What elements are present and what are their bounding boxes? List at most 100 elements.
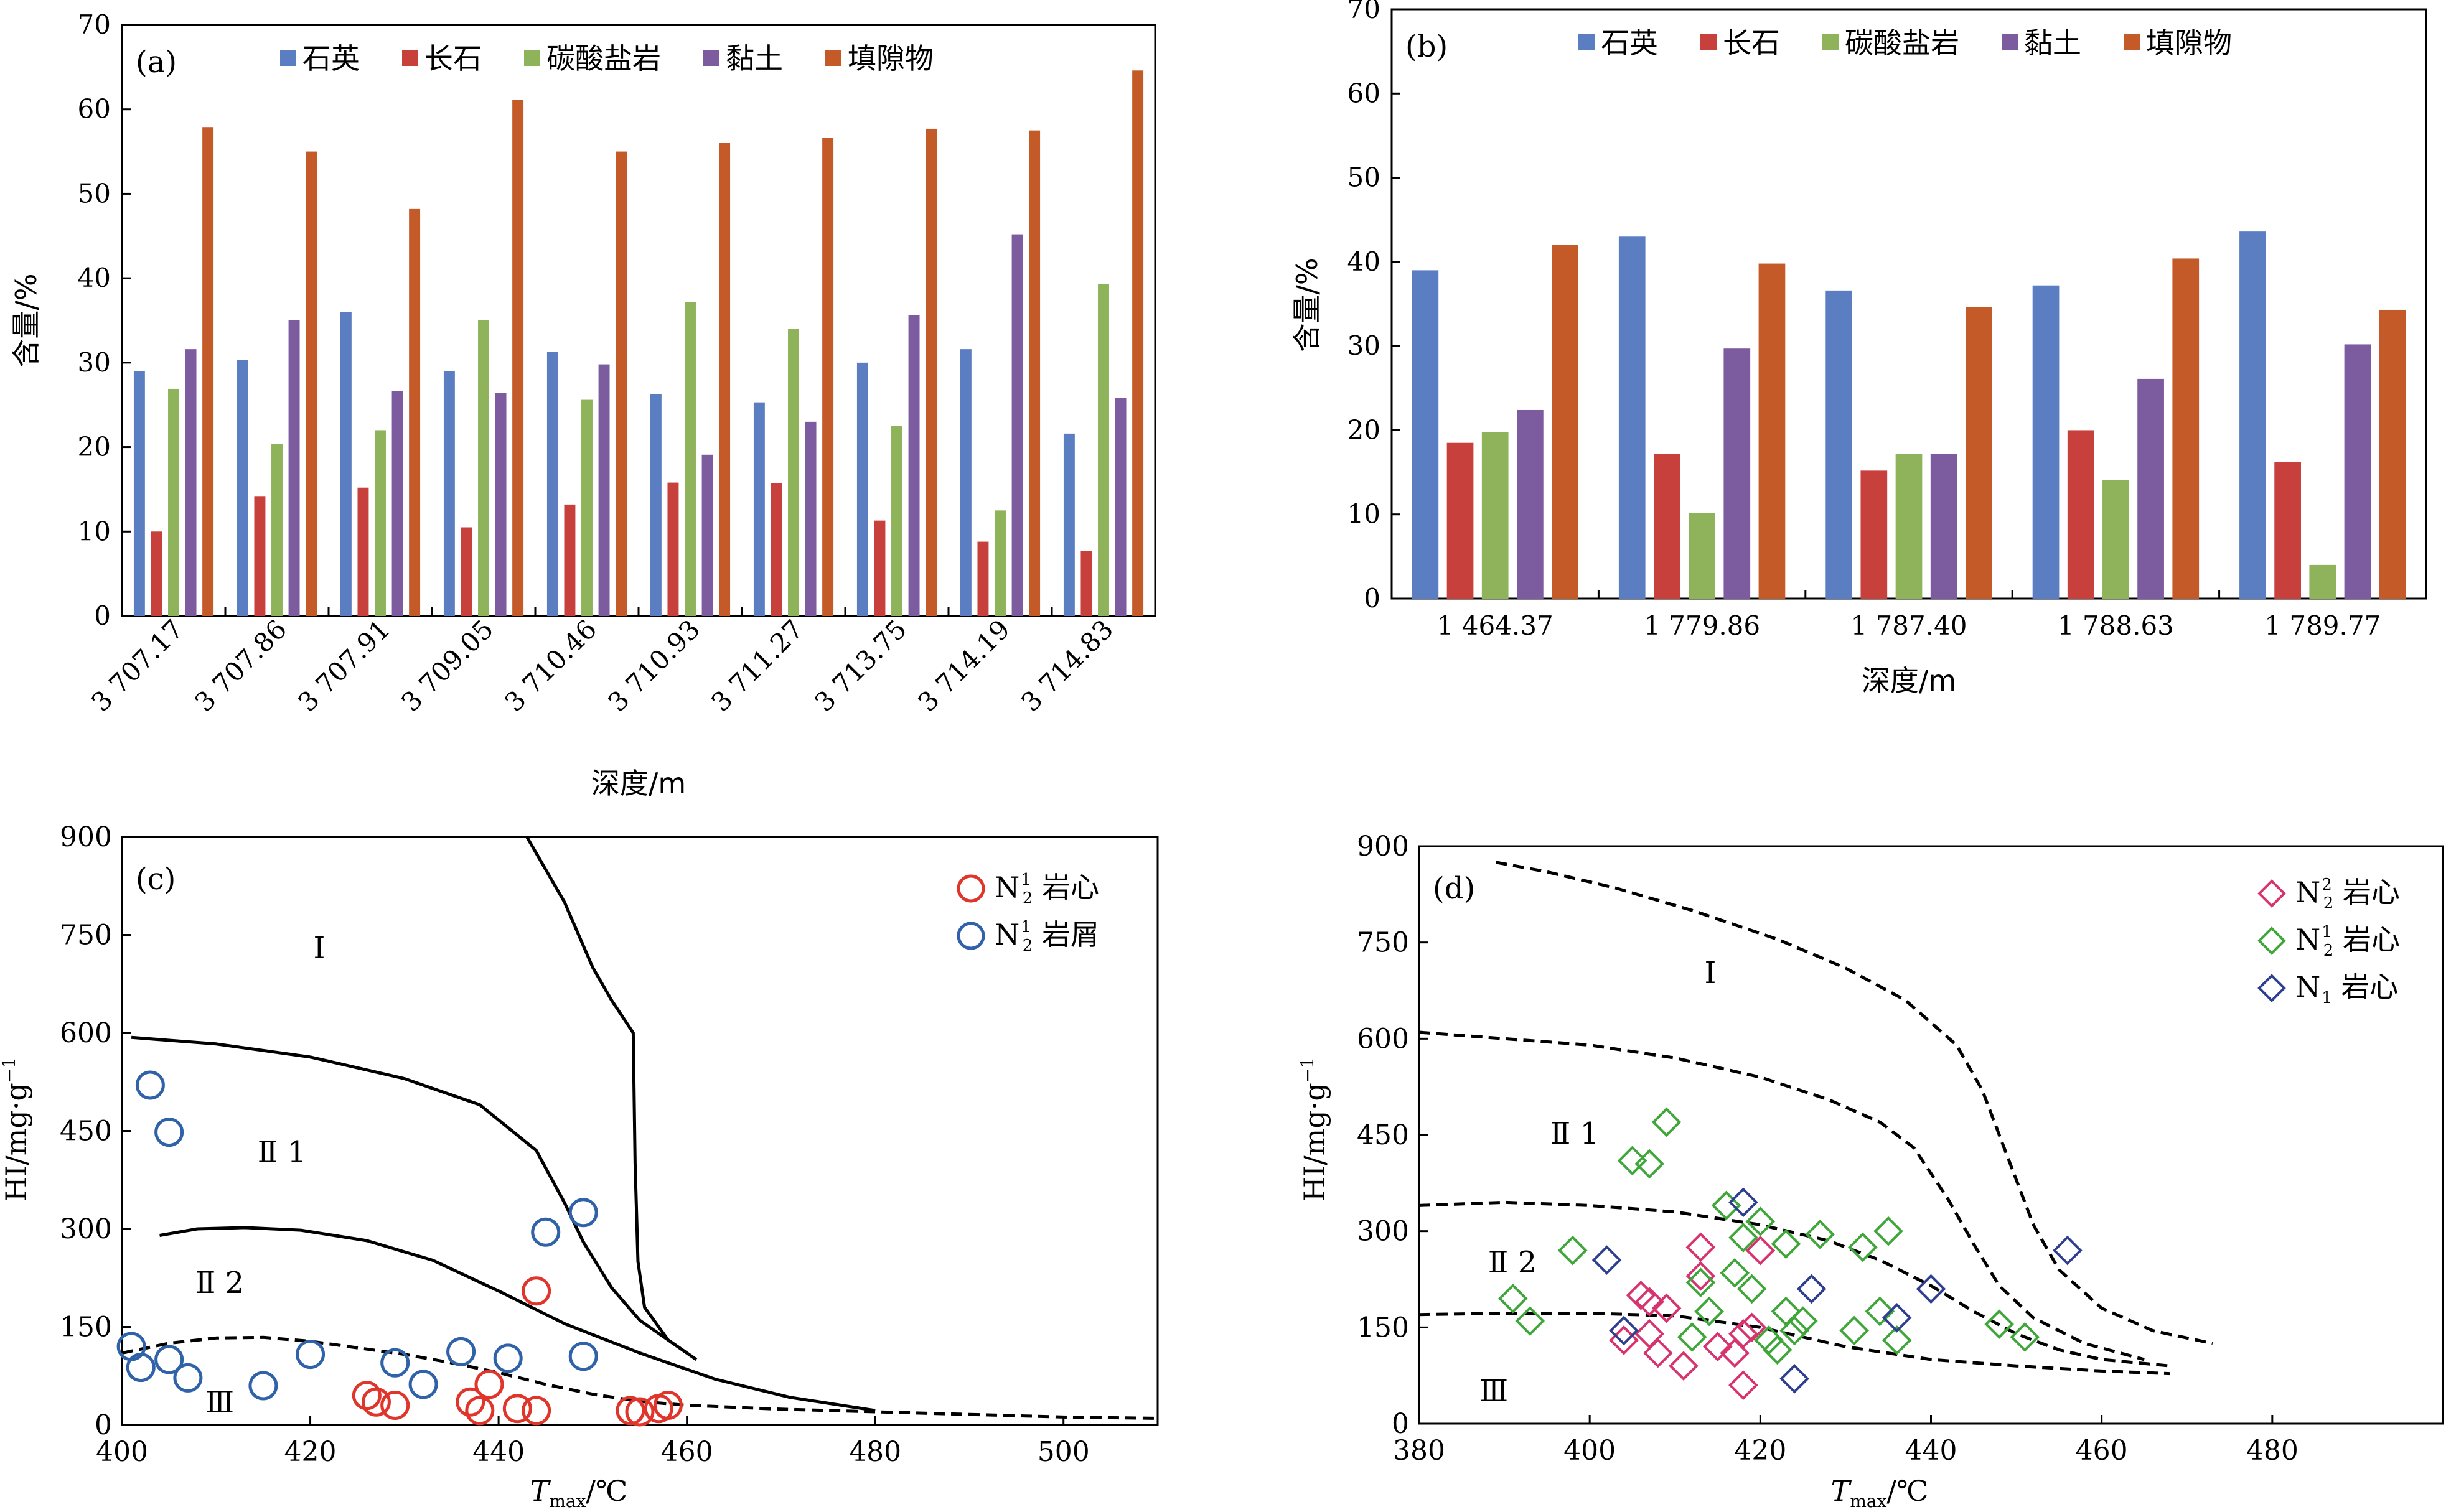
zone-boundary [1419,1312,2170,1376]
x-tick-label: 3 713.75 [808,614,912,717]
bar [598,364,610,616]
y-axis-label: HI/mg·g−1 [1297,1057,1331,1202]
data-point [361,1387,391,1417]
y-tick-label: 600 [60,1017,112,1049]
panel-b: 0 10 20 30 40 50 60 70 1 464.37 1 779.86 1 787.40 1… [1290,0,2427,698]
x-tick-label: 440 [1905,1435,1957,1467]
zone-label: Ⅱ 2 [195,1266,244,1300]
legend-swatch [703,50,719,66]
legend-marker [957,874,985,903]
bar [1654,454,1680,599]
bar [237,360,248,616]
legend-label-sub: 2 [1023,889,1033,908]
bar [340,312,352,616]
data-point [380,1391,410,1420]
data-point [1745,1235,1776,1266]
zone-label: Ⅱ 2 [1488,1245,1537,1280]
bar [719,143,731,616]
x-tick-label: 3 707.86 [189,614,293,717]
zone-label: Ⅱ 1 [1550,1116,1599,1151]
data-point [1634,1318,1664,1349]
data-point [1736,1274,1767,1304]
data-point [1745,1206,1776,1237]
data-point [296,1340,326,1370]
bar [168,388,179,616]
y-tick-label: 40 [78,263,111,293]
legend-label-sub: 2 [2323,894,2334,913]
y-tick-label: 40 [1347,246,1380,277]
zone-boundary [159,1226,876,1412]
data-point [625,1397,655,1427]
bar [546,352,558,616]
data-point [1796,1274,1827,1304]
bar [391,391,403,616]
y-tick-label: 900 [1357,831,1409,862]
y-tick-label: 150 [60,1312,112,1343]
data-point [135,1070,165,1100]
zone-label: Ⅲ [1479,1374,1508,1409]
x-tick-label: 3 710.46 [499,614,602,717]
data-point [502,1394,532,1424]
zone-label: Ⅱ 1 [258,1135,306,1170]
legend-label: 碳酸盐岩 [1845,26,1959,60]
x-tick-label: 3 710.93 [602,614,706,717]
legend-marker [2257,974,2286,1002]
panel-c: 0 150 300 450 600 750 900 400 420 440 460 480 500 Ⅰ Ⅱ … [0,821,1159,1511]
zone-label: Ⅰ [314,931,326,966]
legend-swatch [402,50,418,66]
bar [1758,263,1786,599]
bar [771,483,782,616]
x-tick-label: 460 [2076,1435,2128,1467]
data-point [2053,1235,2083,1266]
data-point [1591,1245,1622,1275]
legend-swatch [280,50,296,66]
zone-boundary [1495,861,2213,1345]
bar [1115,398,1127,616]
legend-label: 填隙物 [848,42,934,75]
bar [616,151,627,617]
bar [306,151,317,617]
legend-swatch [1822,34,1839,50]
panel-label: (d) [1433,871,1475,906]
data-point [493,1343,523,1373]
legend-label: 碳酸盐岩 [546,42,661,75]
bar [1063,433,1075,616]
x-axis-label: 深度/m [591,767,686,800]
data-point [1711,1190,1741,1221]
y-tick-label: 0 [1364,583,1380,614]
data-point [1771,1296,1801,1327]
y-tick-label: 0 [1392,1408,1409,1440]
x-axis-label-var: T [530,1474,551,1508]
bar [357,487,369,616]
boundary-curves [1419,861,2213,1376]
panel-label: (c) [136,862,176,897]
x-tick-label: 3 709.05 [395,614,499,717]
data-point [1515,1306,1545,1336]
bar [822,138,834,616]
legend-label-name: 岩心 [2332,970,2399,1004]
data-point [1634,1149,1664,1179]
x-tick-label: 480 [849,1436,901,1468]
data-point [154,1345,184,1374]
legend-label-name: 岩心 [2333,923,2400,956]
data-point [1882,1303,1912,1333]
legend-marker [2257,879,2286,908]
data-point [173,1363,203,1393]
bar [2032,285,2060,599]
x-tick-label: 420 [1734,1435,1786,1467]
legend-label: N1 岩心 [2295,970,2398,1007]
data-point [1609,1315,1639,1346]
x-tick-label: 500 [1038,1436,1090,1468]
y-tick-label: 70 [1347,0,1380,24]
bar [185,349,197,616]
y-tick-label: 60 [78,94,111,124]
legend-label-name: 岩屑 [1033,918,1099,951]
bar [2137,378,2164,599]
y-tick-label: 0 [94,600,111,631]
y-tick-label: 20 [1347,414,1380,445]
data-point [653,1391,683,1420]
data-point [126,1353,156,1383]
boundary-curves [122,837,1158,1420]
